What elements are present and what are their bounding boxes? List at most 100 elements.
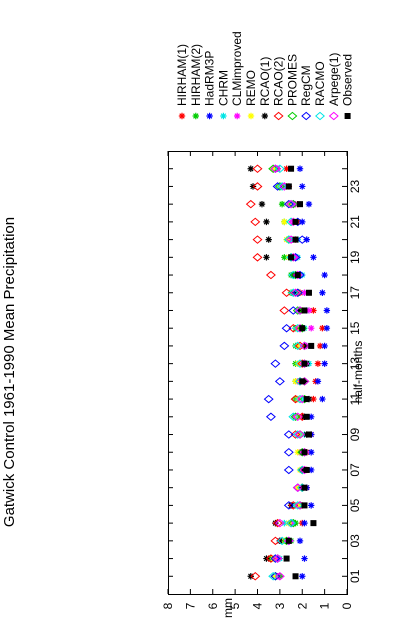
plot-frame	[168, 151, 348, 595]
x-tick-label: 11	[348, 393, 362, 406]
legend-marker	[247, 112, 255, 120]
data-point	[258, 200, 266, 208]
data-point	[270, 164, 281, 173]
data-point	[294, 342, 301, 350]
legend-label: RACMO	[313, 61, 327, 106]
data-point	[250, 572, 261, 581]
x-axis: 01 03 05 07 09 11 13 15 17 19 21 23	[168, 168, 362, 583]
data-point	[292, 573, 299, 580]
legend-label: Arpege(1)	[327, 53, 341, 106]
data-point	[268, 572, 279, 581]
x-tick-label: 05	[348, 498, 362, 512]
data-point	[308, 413, 315, 420]
x-axis-label: half-months	[351, 341, 365, 404]
x-tick-label: 19	[348, 250, 362, 264]
data-point	[283, 555, 290, 562]
data-point	[252, 182, 263, 191]
data-point	[299, 573, 306, 580]
legend-entry: HadRM3P	[203, 51, 217, 120]
y-tick-label: 5	[228, 602, 242, 609]
legend-marker	[220, 112, 227, 120]
x-tick-label: 09	[348, 428, 362, 442]
y-tick-label: 7	[183, 602, 197, 609]
data-point	[321, 342, 328, 350]
data-point	[308, 449, 315, 456]
legend-marker	[234, 112, 241, 120]
series-3	[272, 165, 313, 580]
data-marks	[245, 164, 331, 581]
data-point	[308, 325, 315, 332]
data-point	[314, 378, 322, 385]
series-11	[270, 164, 310, 581]
data-point	[294, 272, 301, 279]
legend-entry: CLMimproved	[230, 31, 244, 120]
data-point	[265, 236, 272, 243]
data-point	[310, 307, 317, 314]
legend-marker	[328, 111, 339, 121]
x-tick-label: 07	[348, 463, 362, 477]
data-point	[265, 554, 276, 563]
data-point	[290, 288, 301, 298]
data-point	[297, 201, 304, 208]
data-point	[270, 554, 281, 563]
data-point	[263, 254, 270, 261]
series-12	[283, 165, 317, 580]
series-4	[274, 165, 315, 580]
data-point	[263, 218, 270, 226]
data-point	[305, 431, 312, 438]
data-point	[292, 412, 303, 422]
legend-entry: RCAO(1)	[258, 57, 272, 120]
legend-marker	[192, 112, 199, 120]
y-tick-label: 4	[251, 602, 265, 609]
data-point	[281, 218, 288, 226]
y-axis: 0 1 2 3 4 5 6 7 8	[161, 151, 354, 609]
data-point	[274, 518, 285, 528]
data-point	[301, 519, 308, 527]
legend-marker	[315, 111, 325, 121]
legend-label: Observed	[341, 54, 355, 106]
legend-label: RegCM	[299, 65, 313, 106]
data-point	[301, 502, 308, 509]
data-point	[310, 254, 317, 261]
x-tick-label: 17	[348, 286, 362, 300]
x-tick-label: 15	[348, 321, 362, 335]
data-point	[301, 484, 308, 491]
series-0	[265, 165, 326, 580]
legend-entry: RegCM	[299, 65, 313, 121]
data-point	[308, 342, 315, 349]
data-point	[252, 235, 263, 244]
data-point	[265, 412, 276, 422]
data-point	[303, 413, 310, 420]
data-point	[252, 164, 263, 173]
x-tick-label: 21	[348, 215, 362, 229]
data-point	[308, 466, 315, 474]
data-point	[265, 270, 276, 280]
data-point	[283, 465, 294, 475]
series-7	[245, 164, 310, 581]
data-point	[279, 306, 290, 315]
data-point	[301, 307, 308, 314]
series-8	[268, 164, 310, 581]
data-point	[297, 235, 308, 244]
data-point	[288, 165, 295, 172]
data-point	[288, 254, 295, 261]
data-point	[274, 377, 285, 386]
legend-entry: HIRHAM(1)	[175, 44, 189, 120]
data-point	[283, 165, 290, 172]
data-point	[299, 325, 306, 332]
data-point	[272, 182, 283, 191]
legend-label: HadRM3P	[203, 51, 217, 106]
data-point	[270, 359, 281, 368]
data-point	[292, 236, 299, 243]
legend-marker	[206, 112, 213, 120]
data-point	[279, 341, 290, 351]
x-tick-label: 13	[348, 357, 362, 371]
data-point	[283, 447, 294, 457]
data-point	[308, 502, 315, 509]
legend-entry: PROMES	[285, 54, 299, 121]
data-point	[286, 518, 297, 528]
data-point	[286, 199, 297, 209]
legend-marker	[273, 111, 284, 121]
data-point	[305, 289, 312, 296]
